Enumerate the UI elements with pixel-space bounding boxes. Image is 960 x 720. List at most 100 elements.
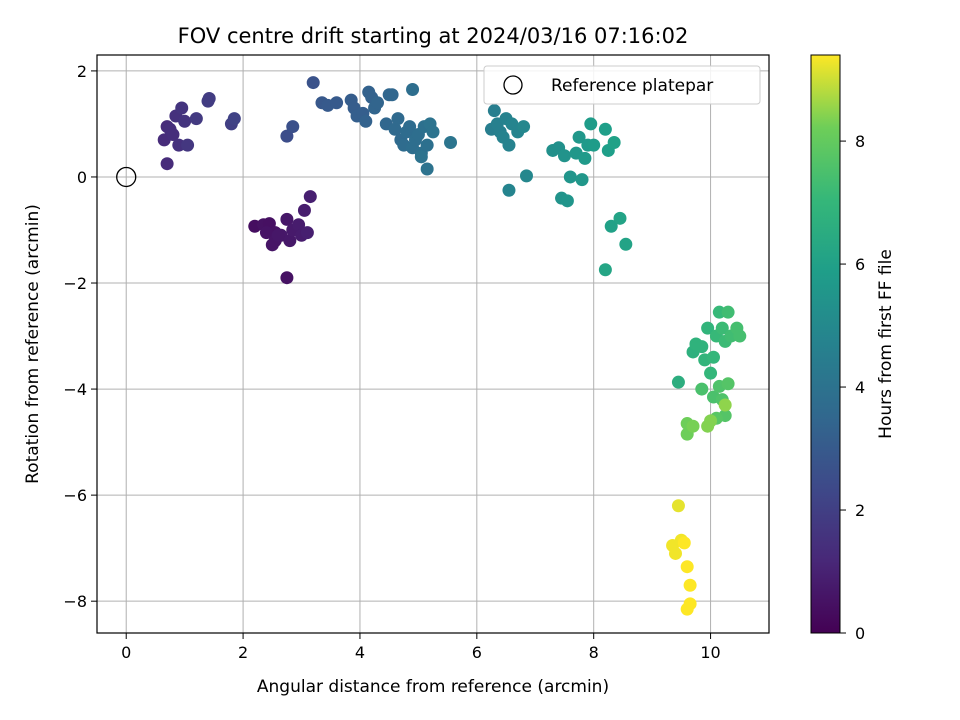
data-point <box>563 170 577 184</box>
data-point <box>686 419 700 433</box>
data-point <box>695 340 709 354</box>
data-point <box>519 169 533 183</box>
data-point <box>487 104 501 118</box>
data-point <box>669 546 683 560</box>
data-point <box>189 112 203 126</box>
y-axis: −8 −6 −4 −2 0 2 <box>63 62 97 611</box>
data-point <box>557 149 571 163</box>
data-point <box>166 128 180 142</box>
data-point <box>677 536 691 550</box>
data-point <box>300 226 314 240</box>
data-point <box>721 305 735 319</box>
data-point <box>280 129 294 143</box>
data-point <box>578 151 592 165</box>
data-point <box>607 135 621 149</box>
x-axis: 0 2 4 6 8 10 <box>121 633 721 662</box>
data-point <box>280 271 294 285</box>
y-tick-label: −2 <box>63 274 87 293</box>
data-point <box>259 226 273 240</box>
data-point <box>502 183 516 197</box>
legend-marker <box>503 75 523 95</box>
data-points <box>116 76 747 616</box>
y-tick-label: −4 <box>63 380 87 399</box>
data-point <box>160 157 174 171</box>
data-point <box>613 211 627 225</box>
y-axis-label: Rotation from reference (arcmin) <box>23 204 43 484</box>
data-point <box>704 414 718 428</box>
data-point <box>286 120 300 134</box>
data-point <box>202 91 216 105</box>
data-point <box>370 96 384 110</box>
data-point <box>280 212 294 226</box>
data-point <box>680 560 694 574</box>
x-tick-label: 4 <box>355 643 365 662</box>
x-tick-label: 2 <box>238 643 248 662</box>
colorbar-tick-label: 8 <box>855 132 865 151</box>
data-point <box>598 263 612 277</box>
data-point <box>517 120 531 134</box>
legend: Reference platepar <box>483 65 761 105</box>
colorbar: 0 2 4 6 8 Hours from first FF file <box>810 54 896 643</box>
data-point <box>721 377 735 391</box>
data-point <box>733 329 747 343</box>
colorbar-tick-label: 0 <box>855 624 865 643</box>
reference-marker <box>116 166 137 188</box>
data-point <box>587 138 601 152</box>
y-tick-label: 2 <box>77 62 87 81</box>
x-tick-label: 0 <box>121 643 131 662</box>
data-point <box>598 122 612 136</box>
x-tick-label: 6 <box>472 643 482 662</box>
data-point <box>619 237 633 251</box>
data-point <box>292 218 306 232</box>
data-point <box>303 190 317 204</box>
data-point <box>391 112 405 126</box>
data-point <box>671 375 685 389</box>
y-tick-label: −6 <box>63 486 87 505</box>
colorbar-tick-label: 4 <box>855 378 865 397</box>
data-point <box>604 219 618 233</box>
y-tick-label: −8 <box>63 592 87 611</box>
data-point <box>426 125 440 139</box>
data-point <box>420 162 434 176</box>
data-point <box>584 117 598 131</box>
data-point <box>306 76 320 90</box>
colorbar-gradient <box>810 54 841 634</box>
data-point <box>683 578 697 592</box>
data-point <box>403 120 417 134</box>
data-point <box>444 135 458 149</box>
colorbar-tick-label: 6 <box>855 255 865 274</box>
data-point <box>297 203 311 217</box>
data-point <box>706 350 720 364</box>
data-point <box>572 130 586 144</box>
x-tick-label: 8 <box>589 643 599 662</box>
legend-entry: Reference platepar <box>551 76 713 96</box>
data-point <box>385 88 399 102</box>
data-point <box>701 321 715 335</box>
data-point <box>718 398 732 412</box>
data-point <box>406 82 420 96</box>
plot-frame <box>96 54 770 634</box>
data-point <box>502 138 516 152</box>
data-point <box>704 366 718 380</box>
data-point <box>680 602 694 616</box>
data-point <box>575 173 589 187</box>
data-point <box>414 150 428 164</box>
data-point <box>283 234 297 248</box>
data-point <box>330 96 344 110</box>
grid <box>97 55 769 633</box>
data-point <box>181 138 195 152</box>
data-point <box>359 114 373 128</box>
data-point <box>671 499 685 513</box>
data-point <box>175 101 189 115</box>
colorbar-label: Hours from first FF file <box>876 249 896 439</box>
data-point <box>388 122 402 136</box>
chart-title: FOV centre drift starting at 2024/03/16 … <box>178 24 689 48</box>
data-point <box>560 194 574 208</box>
data-point <box>715 321 729 335</box>
y-tick-label: 0 <box>77 168 87 187</box>
data-point <box>178 114 192 128</box>
colorbar-ticks: 0 2 4 6 8 <box>840 132 865 643</box>
data-point <box>420 138 434 152</box>
x-tick-label: 10 <box>700 643 720 662</box>
